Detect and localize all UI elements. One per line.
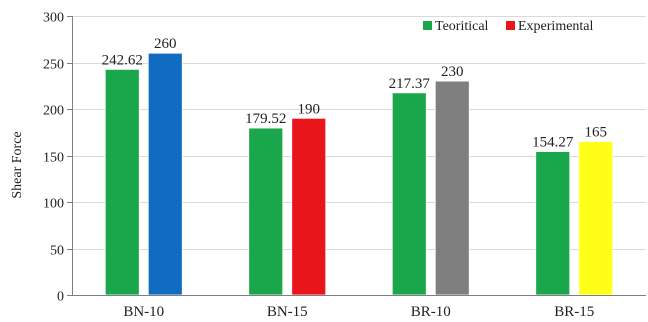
- bar-experimental-br-10: [434, 80, 470, 296]
- data-label: 154.27: [532, 135, 574, 151]
- legend-swatch-experimental: [506, 21, 515, 30]
- x-tick-label: BR-15: [554, 304, 594, 320]
- y-tick-label: 100: [43, 197, 64, 212]
- data-label: 260: [154, 36, 177, 52]
- y-tick-label: 50: [50, 244, 64, 259]
- data-label: 165: [585, 125, 608, 141]
- data-label: 230: [441, 64, 464, 80]
- bar-teoritical-bn-15: [248, 127, 284, 296]
- y-axis-title: Shear Force: [10, 131, 25, 198]
- data-label: 217.37: [389, 76, 431, 92]
- axes: 0 50 100 150 200 250 300 BN-10 BN-15 BR-10 BR-15: [43, 11, 646, 320]
- x-tick-label: BR-10: [411, 304, 451, 320]
- y-tick-label: 0: [57, 290, 64, 305]
- y-tick-label: 300: [43, 11, 64, 26]
- y-tick-label: 150: [43, 151, 64, 166]
- data-label: 190: [298, 101, 321, 117]
- legend: Teoritical Experimental: [423, 19, 594, 34]
- bar-teoritical-bn-10: [104, 68, 140, 296]
- y-tick-label: 200: [43, 104, 64, 119]
- data-label: 179.52: [245, 111, 286, 127]
- legend-label-experimental: Experimental: [518, 19, 594, 34]
- x-tick-label: BN-10: [123, 304, 164, 320]
- y-tick-label: 250: [43, 58, 64, 73]
- bar-experimental-bn-10: [147, 52, 183, 296]
- data-labels: 242.62 260 179.52 190 217.37 230 154.27 165: [102, 36, 607, 150]
- x-tick-label: BN-15: [267, 304, 308, 320]
- bar-teoritical-br-10: [391, 92, 427, 296]
- bar-experimental-bn-15: [291, 117, 327, 296]
- bar-teoritical-br-15: [535, 151, 571, 296]
- bar-experimental-br-15: [578, 141, 614, 296]
- legend-label-teoritical: Teoritical: [435, 19, 489, 34]
- data-label: 242.62: [102, 52, 143, 68]
- legend-swatch-teoritical: [423, 21, 432, 30]
- bars: [104, 52, 614, 296]
